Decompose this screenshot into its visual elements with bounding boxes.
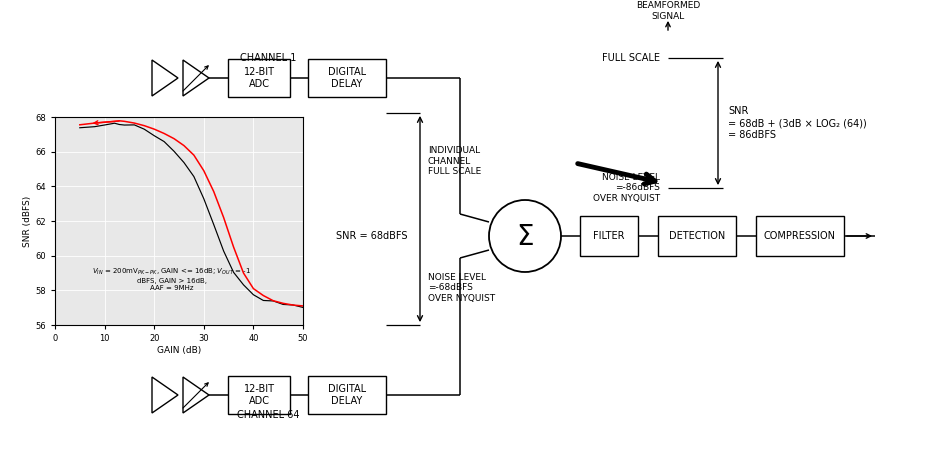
Text: 12-BIT
ADC: 12-BIT ADC xyxy=(243,384,275,406)
Text: SNR vs. GAIN: SNR vs. GAIN xyxy=(87,148,152,158)
Text: NOISE LEVEL
=-68dBFS
OVER NYQUIST: NOISE LEVEL =-68dBFS OVER NYQUIST xyxy=(428,273,495,303)
Text: FILTER: FILTER xyxy=(593,231,625,241)
Bar xyxy=(756,216,844,256)
Text: 12-BIT
ADC: 12-BIT ADC xyxy=(243,67,275,89)
Bar xyxy=(580,216,638,256)
Text: NOISE LEVEL
=-86dBFS
OVER NYQUIST: NOISE LEVEL =-86dBFS OVER NYQUIST xyxy=(593,173,660,203)
Text: FULL SCALE: FULL SCALE xyxy=(602,53,660,63)
Y-axis label: SNR (dBFS): SNR (dBFS) xyxy=(24,195,32,246)
Bar xyxy=(228,59,290,97)
Text: COMPRESSION: COMPRESSION xyxy=(764,231,836,241)
Text: DIGITAL
DELAY: DIGITAL DELAY xyxy=(328,384,366,406)
Bar xyxy=(228,376,290,414)
Text: SNR
= 68dB + (3dB × LOG₂ (64))
= 86dBFS: SNR = 68dB + (3dB × LOG₂ (64)) = 86dBFS xyxy=(728,106,866,140)
Text: SNR = 68dBFS: SNR = 68dBFS xyxy=(336,231,408,241)
Text: CHANNEL 1: CHANNEL 1 xyxy=(239,53,296,63)
Text: $V_{IN}$ = 200mV$_{PK-PK}$, GAIN <= 16dB; $V_{OUT}$ = -1
dBFS, GAIN > 16dB,
AAF : $V_{IN}$ = 200mV$_{PK-PK}$, GAIN <= 16dB… xyxy=(92,267,251,291)
Bar xyxy=(658,216,736,256)
X-axis label: GAIN (dB): GAIN (dB) xyxy=(157,346,201,355)
Text: INDIVIDUAL
CHANNEL
FULL SCALE: INDIVIDUAL CHANNEL FULL SCALE xyxy=(428,146,482,176)
Text: DIGITAL
DELAY: DIGITAL DELAY xyxy=(328,67,366,89)
Text: BEAMFORMED
SIGNAL: BEAMFORMED SIGNAL xyxy=(636,1,700,21)
Text: $\Sigma$: $\Sigma$ xyxy=(516,223,534,251)
Bar xyxy=(308,59,386,97)
Bar xyxy=(308,376,386,414)
Text: CHANNEL 64: CHANNEL 64 xyxy=(237,410,299,420)
Text: DETECTION: DETECTION xyxy=(669,231,725,241)
